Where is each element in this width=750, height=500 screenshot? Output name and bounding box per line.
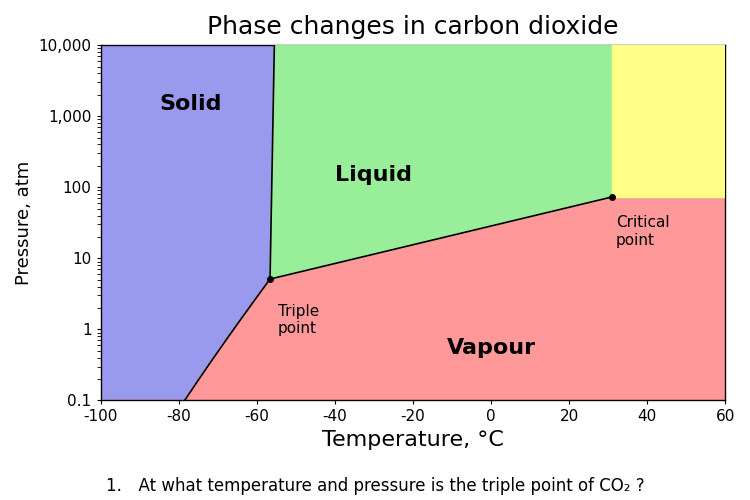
Text: Vapour: Vapour bbox=[446, 338, 536, 358]
Y-axis label: Pressure, atm: Pressure, atm bbox=[15, 160, 33, 285]
Text: Triple
point: Triple point bbox=[278, 304, 319, 336]
Polygon shape bbox=[100, 45, 725, 401]
Text: Solid: Solid bbox=[159, 94, 222, 114]
X-axis label: Temperature, °C: Temperature, °C bbox=[322, 430, 504, 450]
Polygon shape bbox=[612, 45, 725, 197]
Text: Liquid: Liquid bbox=[335, 164, 412, 184]
Polygon shape bbox=[100, 197, 725, 500]
Text: 1. At what temperature and pressure is the triple point of CO₂ ?: 1. At what temperature and pressure is t… bbox=[106, 477, 644, 495]
Text: Critical
point: Critical point bbox=[616, 216, 670, 248]
Polygon shape bbox=[270, 45, 612, 279]
Title: Phase changes in carbon dioxide: Phase changes in carbon dioxide bbox=[207, 15, 619, 39]
